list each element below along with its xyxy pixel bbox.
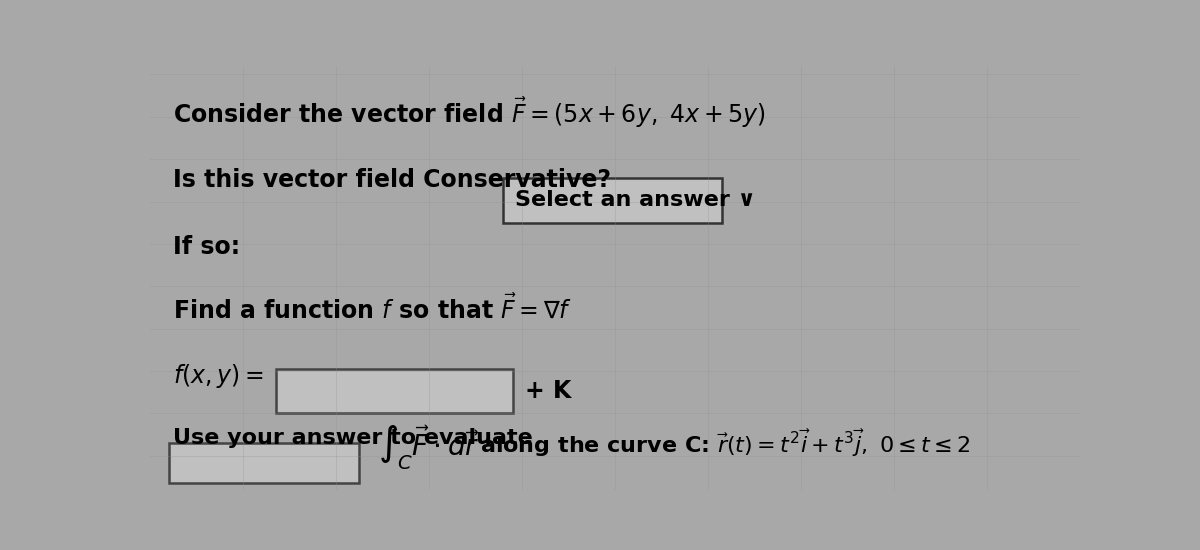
Text: Consider the vector field $\vec{F} = (5x + 6y,\ 4x + 5y)$: Consider the vector field $\vec{F} = (5x… [173, 96, 766, 130]
Text: Find a function $f$ so that $\vec{F} = \nabla f$: Find a function $f$ so that $\vec{F} = \… [173, 295, 572, 324]
Text: Is this vector field Conservative?: Is this vector field Conservative? [173, 168, 611, 191]
FancyBboxPatch shape [276, 369, 512, 413]
Text: Select an answer ∨: Select an answer ∨ [516, 190, 756, 211]
Text: If so:: If so: [173, 235, 240, 260]
FancyBboxPatch shape [504, 178, 722, 223]
Text: $\int_C \vec{F} \cdot d\vec{r}$: $\int_C \vec{F} \cdot d\vec{r}$ [378, 424, 480, 472]
Text: + K: + K [524, 379, 571, 403]
Text: $f(x,y) =$: $f(x,y) =$ [173, 362, 264, 390]
Text: Use your answer to evaluate: Use your answer to evaluate [173, 428, 533, 448]
FancyBboxPatch shape [168, 443, 359, 483]
Text: along the curve C: $\vec{r}(t) = t^2\vec{i} + t^3\vec{j},\ 0 \leq t \leq 2$: along the curve C: $\vec{r}(t) = t^2\vec… [480, 428, 971, 459]
